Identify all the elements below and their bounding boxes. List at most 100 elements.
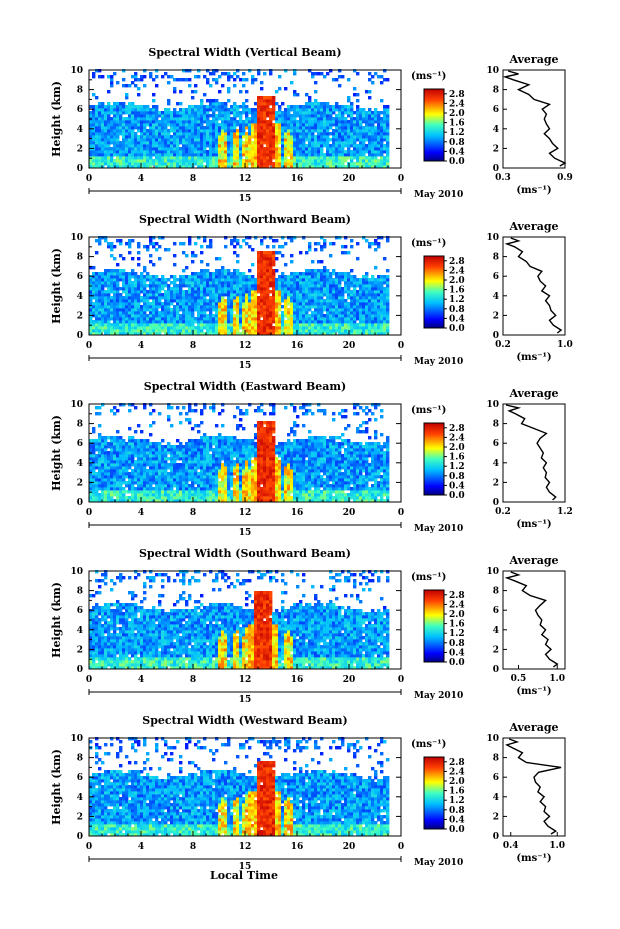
y-tick-label: 10 [70,233,83,243]
panel-4: Spectral Width (Southward Beam) 0 2 4 6 8 10 0 4… [50,547,566,705]
y-tick-label: 2 [77,645,83,655]
date-month-label: May 2010 [414,190,463,200]
average-y-tick-label: 0 [493,665,499,675]
x-tick-label: 16 [291,341,304,351]
colorbar-tick-label: 0.0 [449,825,465,835]
colorbar-tick-label: 2.0 [449,443,465,453]
x-tick-label: 16 [291,842,304,852]
average-x-tick-label: 0.5 [511,674,527,684]
average-unit-label: (ms⁻¹) [516,686,551,697]
colorbar-tick-label: 2.4 [449,266,465,276]
y-tick-label: 10 [70,567,83,577]
y-tick-label: 2 [77,812,83,822]
x-tick-label: 20 [343,174,356,184]
average-y-tick-label: 2 [493,311,499,321]
x-tick-label: 0 [86,675,92,685]
y-axis-label: Height (km) [50,749,63,825]
x-tick-label: 0 [86,174,92,184]
colorbar-tick-label: 2.8 [449,257,465,267]
y-tick-label: 6 [77,606,83,616]
average-y-tick-label: 2 [493,144,499,154]
x-tick-label: 20 [343,341,356,351]
y-tick-label: 6 [77,272,83,282]
colorbar [423,255,445,329]
colorbar-tick-label: 1.2 [449,796,465,806]
y-tick-label: 4 [77,793,83,803]
y-tick-label: 6 [77,439,83,449]
average-y-tick-label: 4 [493,292,499,302]
y-axis-label: Height (km) [50,248,63,324]
colorbar-tick-label: 0.4 [449,648,465,658]
average-y-tick-label: 10 [486,233,499,243]
heatmap-field [89,737,390,837]
colorbar-tick-label: 1.6 [449,453,465,463]
panel-title: Spectral Width (Vertical Beam) [148,46,341,59]
colorbar-tick-label: 2.4 [449,99,465,109]
average-y-tick-label: 8 [493,754,499,764]
date-month-label: May 2010 [414,357,463,367]
colorbar [423,756,445,830]
colorbar-tick-label: 1.2 [449,128,465,138]
panel-5: Spectral Width (Westward Beam) 0 2 4 6 8 10 0 4 8… [50,714,566,872]
average-y-tick-label: 6 [493,439,499,449]
unit-label: (ms⁻¹) [411,71,446,82]
average-y-tick-label: 4 [493,459,499,469]
colorbar-tick-label: 0.0 [449,157,465,167]
heatmap-field [89,69,390,169]
x-tick-label: 12 [239,174,252,184]
average-profile-line [504,571,559,668]
average-title: Average [508,53,558,66]
x-tick-label: 0 [398,842,404,852]
average-y-tick-label: 0 [493,832,499,842]
x-tick-label: 0 [398,174,404,184]
y-tick-label: 2 [77,144,83,154]
average-y-tick-label: 10 [486,567,499,577]
average-y-tick-label: 6 [493,105,499,115]
y-tick-label: 8 [77,754,83,764]
panel-title: Spectral Width (Southward Beam) [139,547,351,560]
colorbar-tick-label: 0.0 [449,658,465,668]
y-axis-label: Height (km) [50,582,63,658]
x-tick-label: 8 [190,675,196,685]
average-profile-line [505,738,562,835]
date-day-label: 15 [239,862,252,872]
average-y-tick-label: 8 [493,587,499,597]
x-tick-label: 12 [239,675,252,685]
x-tick-label: 12 [239,341,252,351]
y-tick-label: 0 [77,498,83,508]
colorbar-tick-label: 0.8 [449,138,465,148]
colorbar-tick-label: 1.6 [449,787,465,797]
x-tick-label: 20 [343,508,356,518]
colorbar-tick-label: 2.8 [449,90,465,100]
heatmap-field [89,570,390,670]
date-day-label: 15 [239,194,252,204]
unit-label: (ms⁻¹) [411,238,446,249]
y-tick-label: 6 [77,105,83,115]
x-tick-label: 4 [138,341,144,351]
colorbar-tick-label: 0.4 [449,815,465,825]
y-axis-label: Height (km) [50,415,63,491]
y-tick-label: 6 [77,773,83,783]
y-tick-label: 8 [77,587,83,597]
colorbar-tick-label: 2.8 [449,591,465,601]
average-x-tick-label: 0.2 [495,340,511,350]
colorbar-tick-label: 2.0 [449,276,465,286]
x-tick-label: 4 [138,842,144,852]
panel-3: Spectral Width (Eastward Beam) 0 2 4 6 8 10 0 4 8… [50,380,573,538]
average-y-tick-label: 2 [493,812,499,822]
colorbar-tick-label: 0.4 [449,481,465,491]
x-tick-label: 0 [86,341,92,351]
date-month-label: May 2010 [414,524,463,534]
unit-label: (ms⁻¹) [411,739,446,750]
colorbar-tick-label: 1.2 [449,462,465,472]
average-frame [502,69,566,169]
y-tick-label: 10 [70,734,83,744]
x-tick-label: 20 [343,675,356,685]
x-tick-label: 0 [398,508,404,518]
colorbar-tick-label: 2.0 [449,109,465,119]
y-tick-label: 8 [77,86,83,96]
average-frame [502,737,566,837]
y-tick-label: 8 [77,253,83,263]
average-title: Average [508,220,558,233]
